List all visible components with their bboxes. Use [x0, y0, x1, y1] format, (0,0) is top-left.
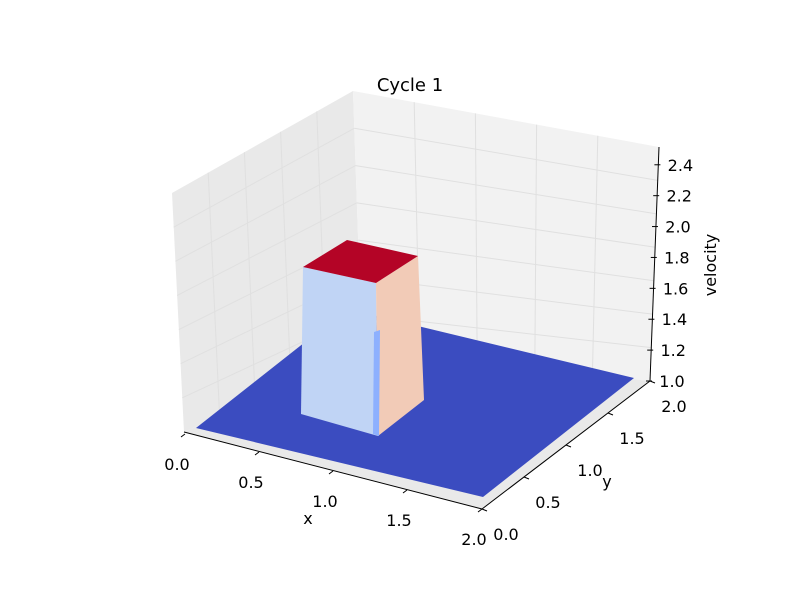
x-tick-mark — [328, 470, 334, 475]
z-tick-label: 1.2 — [660, 341, 685, 360]
surface-hat-front-face — [301, 267, 378, 436]
y-tick-mark — [481, 508, 488, 512]
gridline-back-vertical — [474, 113, 478, 364]
x-tick-label: 0.5 — [238, 473, 263, 492]
x-tick-mark — [254, 451, 260, 456]
y-tick-mark — [607, 412, 614, 416]
z-tick-label: 1.8 — [664, 248, 689, 267]
gridline-back-horizontal — [355, 165, 657, 215]
surface-hat-top — [303, 240, 418, 283]
surface-hat-edge — [373, 330, 380, 436]
z-tick-label: 2.0 — [665, 218, 690, 237]
gridline-back-horizontal — [358, 239, 654, 282]
z-tick-label: 1.0 — [659, 372, 684, 391]
gridline-left-vertical — [207, 172, 221, 417]
z-tick-label: 1.6 — [663, 279, 688, 298]
chart-title: Cycle 1 — [377, 75, 443, 96]
x-tick-label: 1.0 — [312, 492, 337, 511]
ticks: 0.0 0.5 1.0 1.5 2.0 0.0 0.5 1.0 1.5 2.0 1.0 1.2 1.4 1… — [164, 156, 693, 549]
x-tick-mark — [477, 508, 483, 513]
y-tick-label: 2.0 — [661, 397, 686, 416]
y-tick-label: 0.5 — [535, 493, 560, 512]
z-tick-label: 2.4 — [668, 156, 693, 175]
x-tick-label: 1.5 — [386, 511, 411, 530]
y-tick-mark — [523, 476, 530, 480]
gridline-back-vertical — [534, 124, 538, 370]
gridline-left-horizontal — [176, 202, 358, 296]
gridline-left-horizontal — [175, 165, 356, 262]
x-tick-mark — [402, 489, 408, 494]
z-axis-line — [649, 146, 660, 382]
gridline-back-vertical — [591, 135, 599, 376]
gridline-left-vertical — [280, 131, 292, 385]
y-tick-label: 1.0 — [577, 461, 602, 480]
x-tick-label: 2.0 — [461, 530, 486, 549]
z-tick-label: 2.2 — [666, 187, 691, 206]
z-tick-label: 1.4 — [662, 310, 687, 329]
y-tick-label: 1.5 — [619, 429, 644, 448]
y-axis-label: y — [602, 472, 611, 491]
gridline-back-horizontal — [354, 127, 658, 181]
gridline-left-horizontal — [173, 127, 355, 228]
gridline-back-horizontal — [356, 202, 656, 248]
surface-hat-side-face — [376, 256, 424, 436]
pane-back — [353, 91, 659, 381]
surface-plot — [196, 240, 634, 497]
y-tick-label: 0.0 — [493, 525, 518, 544]
gridline-left-vertical — [243, 152, 256, 401]
x-tick-mark — [180, 433, 186, 438]
z-axis-label: velocity — [701, 234, 720, 297]
x-axis-label: x — [303, 509, 312, 528]
y-tick-mark — [565, 444, 572, 448]
x-tick-label: 0.0 — [164, 455, 189, 474]
x-axis-line — [183, 431, 483, 510]
